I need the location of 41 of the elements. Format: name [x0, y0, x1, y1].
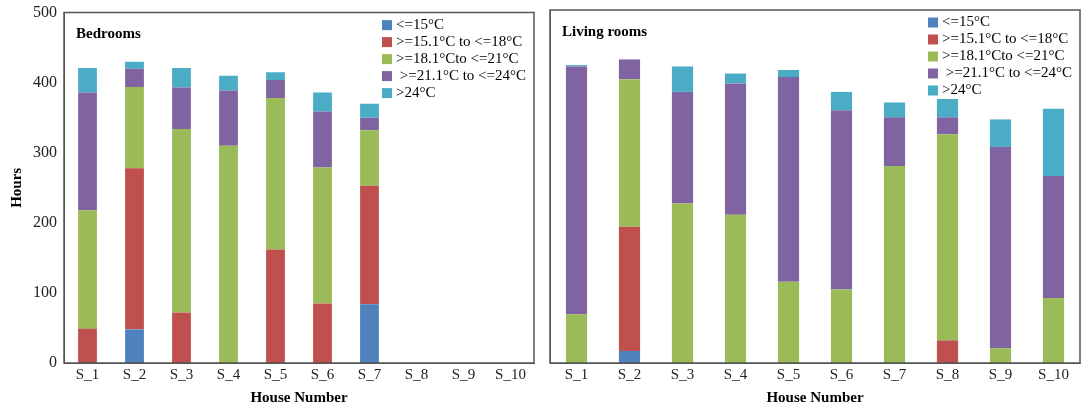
y-tick-label: 200 — [33, 213, 57, 231]
x-tick-label: S_9 — [988, 365, 1013, 382]
x-axis-title: House Number — [766, 388, 864, 405]
x-tick-label: S_4 — [216, 365, 241, 382]
x-tick-label: S_2 — [617, 365, 642, 382]
y-axis-title: Hours — [7, 167, 24, 208]
y-tick-label: 300 — [33, 142, 57, 160]
x-tick-label: S_5 — [263, 365, 288, 382]
y-tick-label: 0 — [49, 353, 57, 371]
legend-label: >24°C — [395, 84, 436, 101]
x-tick-label: S_6 — [310, 365, 335, 382]
x-tick-label: S_10 — [1038, 365, 1069, 382]
legend-label: >=21.1°C to <=24°C — [395, 67, 526, 84]
x-axis-title: House Number — [250, 388, 348, 405]
legend-label: >=21.1°C to <=24°C — [941, 64, 1072, 81]
y-tick-label: 500 — [33, 2, 57, 20]
legend-label: <=15°C — [395, 16, 444, 33]
x-tick-label: S_1 — [75, 365, 100, 382]
x-tick-label: S_8 — [935, 365, 960, 382]
x-tick-label: S_3 — [169, 365, 194, 382]
x-tick-label: S_7 — [882, 365, 907, 382]
y-tick-label: 100 — [33, 283, 57, 301]
text: Bedrooms — [76, 25, 141, 42]
legend-label: <=15°C — [941, 13, 990, 30]
x-tick-label: S_7 — [357, 365, 382, 382]
legend-label: >=18.1°Cto <=21°C — [395, 50, 519, 67]
x-tick-label: S_6 — [829, 365, 854, 382]
x-tick-label: S_5 — [776, 365, 801, 382]
y-tick-label: 400 — [33, 72, 57, 90]
x-tick-label: S_8 — [404, 365, 429, 382]
legend-label: >=15.1°C to <=18°C — [941, 30, 1069, 47]
x-tick-label: S_10 — [495, 365, 526, 382]
legend-label: >=18.1°Cto <=21°C — [941, 47, 1065, 64]
x-tick-label: S_3 — [670, 365, 695, 382]
legend-label: >=15.1°C to <=18°C — [395, 33, 523, 50]
text: Living rooms — [562, 22, 648, 39]
legend-label: >24°C — [941, 81, 982, 98]
x-tick-label: S_1 — [564, 365, 589, 382]
x-tick-label: S_4 — [723, 365, 748, 382]
x-tick-label: S_9 — [451, 365, 476, 382]
x-tick-label: S_2 — [122, 365, 147, 382]
